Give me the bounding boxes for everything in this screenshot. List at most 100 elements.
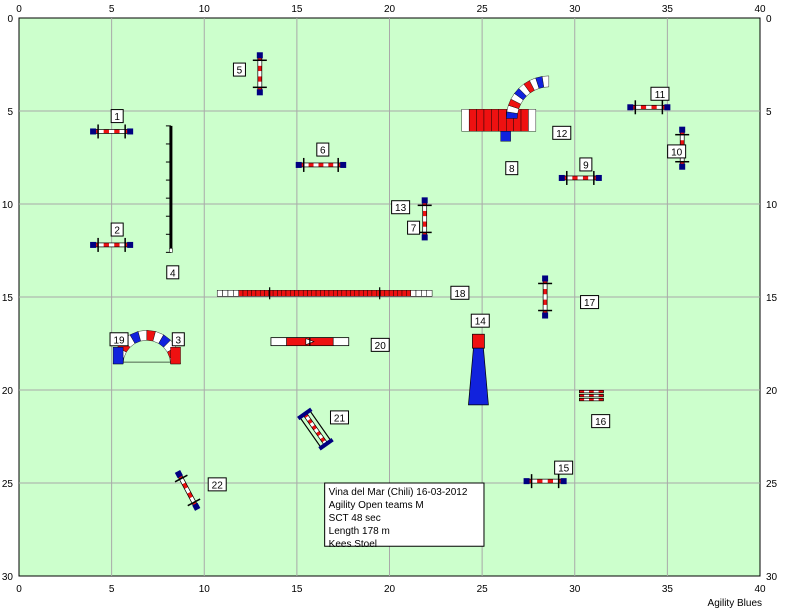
dogwalk-contact: [169, 248, 173, 253]
bar-segment: [598, 390, 604, 393]
number-label: 17: [580, 295, 600, 310]
obstacle-16: [579, 389, 604, 402]
bar-segment: [593, 398, 599, 401]
dogwalk-plank: [169, 125, 173, 253]
dogwalk-segment: [324, 290, 330, 297]
obstacle-6: [295, 157, 347, 172]
number-label-box: [580, 295, 600, 310]
number-label-text: 11: [655, 90, 666, 101]
jump-post: [421, 197, 428, 204]
y-tick-label-right: 0: [766, 14, 772, 25]
number-label-box: [552, 125, 572, 140]
number-label-box: [166, 265, 180, 280]
number-label-text: 22: [212, 480, 224, 491]
bar-segment: [189, 496, 196, 504]
bar-segment: [179, 477, 186, 485]
bar-segment: [588, 175, 594, 180]
bar-segment: [543, 294, 548, 300]
number-label-box: [316, 142, 330, 157]
number-label-box: [505, 161, 519, 176]
number-label: 6: [316, 142, 330, 157]
number-label-box: [470, 313, 490, 328]
dogwalk-segment: [311, 290, 317, 297]
tunnel-segment: [498, 109, 507, 132]
jump-post: [340, 161, 347, 168]
number-label-box: [591, 414, 611, 429]
tunnel-end-right: [170, 347, 181, 365]
jump-post: [127, 128, 134, 135]
bar-segment: [577, 175, 583, 180]
info-location: Vina del Mar (Chili) 16-03-2012: [329, 487, 468, 498]
number-label-text: 20: [375, 341, 387, 352]
dogwalk-segment: [302, 290, 308, 297]
bar-segment: [543, 299, 548, 305]
number-label-box: [171, 332, 185, 347]
dogwalk-segment: [358, 290, 364, 297]
number-label-text: 3: [176, 335, 182, 346]
number-label: 7: [407, 220, 421, 235]
bar-outline: [579, 397, 604, 402]
jump-post: [295, 161, 302, 168]
jump-post: [595, 174, 602, 181]
bar-segment: [589, 390, 594, 393]
dogwalk-segment: [367, 290, 373, 297]
y-tick-label-left: 5: [7, 107, 13, 118]
jump-post: [192, 502, 201, 511]
tunnel-segment: [528, 109, 537, 132]
bar-segment: [567, 175, 573, 180]
obstacles: [90, 52, 690, 511]
number-label: 3: [171, 332, 185, 347]
bar-segment: [422, 205, 427, 211]
bar-segment: [422, 226, 427, 233]
obstacle-18: [216, 287, 433, 300]
dogwalk-segment: [307, 290, 312, 297]
dogwalk-segment: [285, 290, 291, 297]
number-label-box: [370, 337, 390, 352]
dogwalk-segment: [320, 290, 325, 297]
bar-segment: [593, 394, 599, 397]
bar-segment: [184, 487, 191, 494]
number-label-text: 14: [475, 317, 487, 328]
x-tick-label-bottom: 20: [384, 584, 396, 595]
jump-post: [558, 174, 565, 181]
number-label: 12: [552, 125, 572, 140]
bar-segment: [531, 479, 538, 484]
dogwalk-segment: [371, 290, 377, 297]
y-tick-label-right: 15: [766, 293, 778, 304]
number-label-text: 15: [558, 464, 570, 475]
dogwalk-segment: [281, 290, 287, 297]
dogwalk-segment: [393, 290, 398, 297]
bar-segment: [646, 105, 652, 110]
tunnel-8-12: [461, 75, 550, 142]
dogwalk-segment: [341, 290, 347, 297]
dogwalk-segment: [247, 290, 252, 297]
bar-segment: [422, 210, 427, 217]
x-tick-label-bottom: 5: [109, 584, 115, 595]
number-label: 4: [166, 265, 180, 280]
jump-post: [256, 89, 263, 96]
bar-segment: [308, 162, 314, 167]
number-label-box: [109, 332, 129, 347]
jump-post: [627, 104, 634, 111]
bar-segment: [187, 491, 194, 499]
tunnel-segment: [491, 109, 499, 132]
dogwalk-segment: [384, 290, 390, 297]
info-box-frame: [324, 482, 485, 547]
number-label-box: [110, 222, 124, 237]
y-tick-label-left: 10: [2, 200, 14, 211]
bar-segment: [313, 162, 319, 167]
jump-post: [90, 241, 97, 248]
obstacle-4: [165, 125, 173, 253]
bar-segment: [114, 129, 120, 134]
bar-segment: [119, 129, 125, 134]
dogwalk-contact: [222, 290, 229, 297]
obstacle-15: [523, 474, 567, 489]
x-tick-label-top: 30: [569, 4, 581, 15]
y-tick-label-left: 30: [2, 572, 14, 583]
bar-segment: [593, 390, 599, 393]
dogwalk-segment: [242, 290, 248, 297]
number-label: 21: [329, 410, 349, 425]
y-tick-label-right: 30: [766, 572, 778, 583]
bar-segment: [589, 398, 594, 401]
jump-post: [127, 241, 134, 248]
